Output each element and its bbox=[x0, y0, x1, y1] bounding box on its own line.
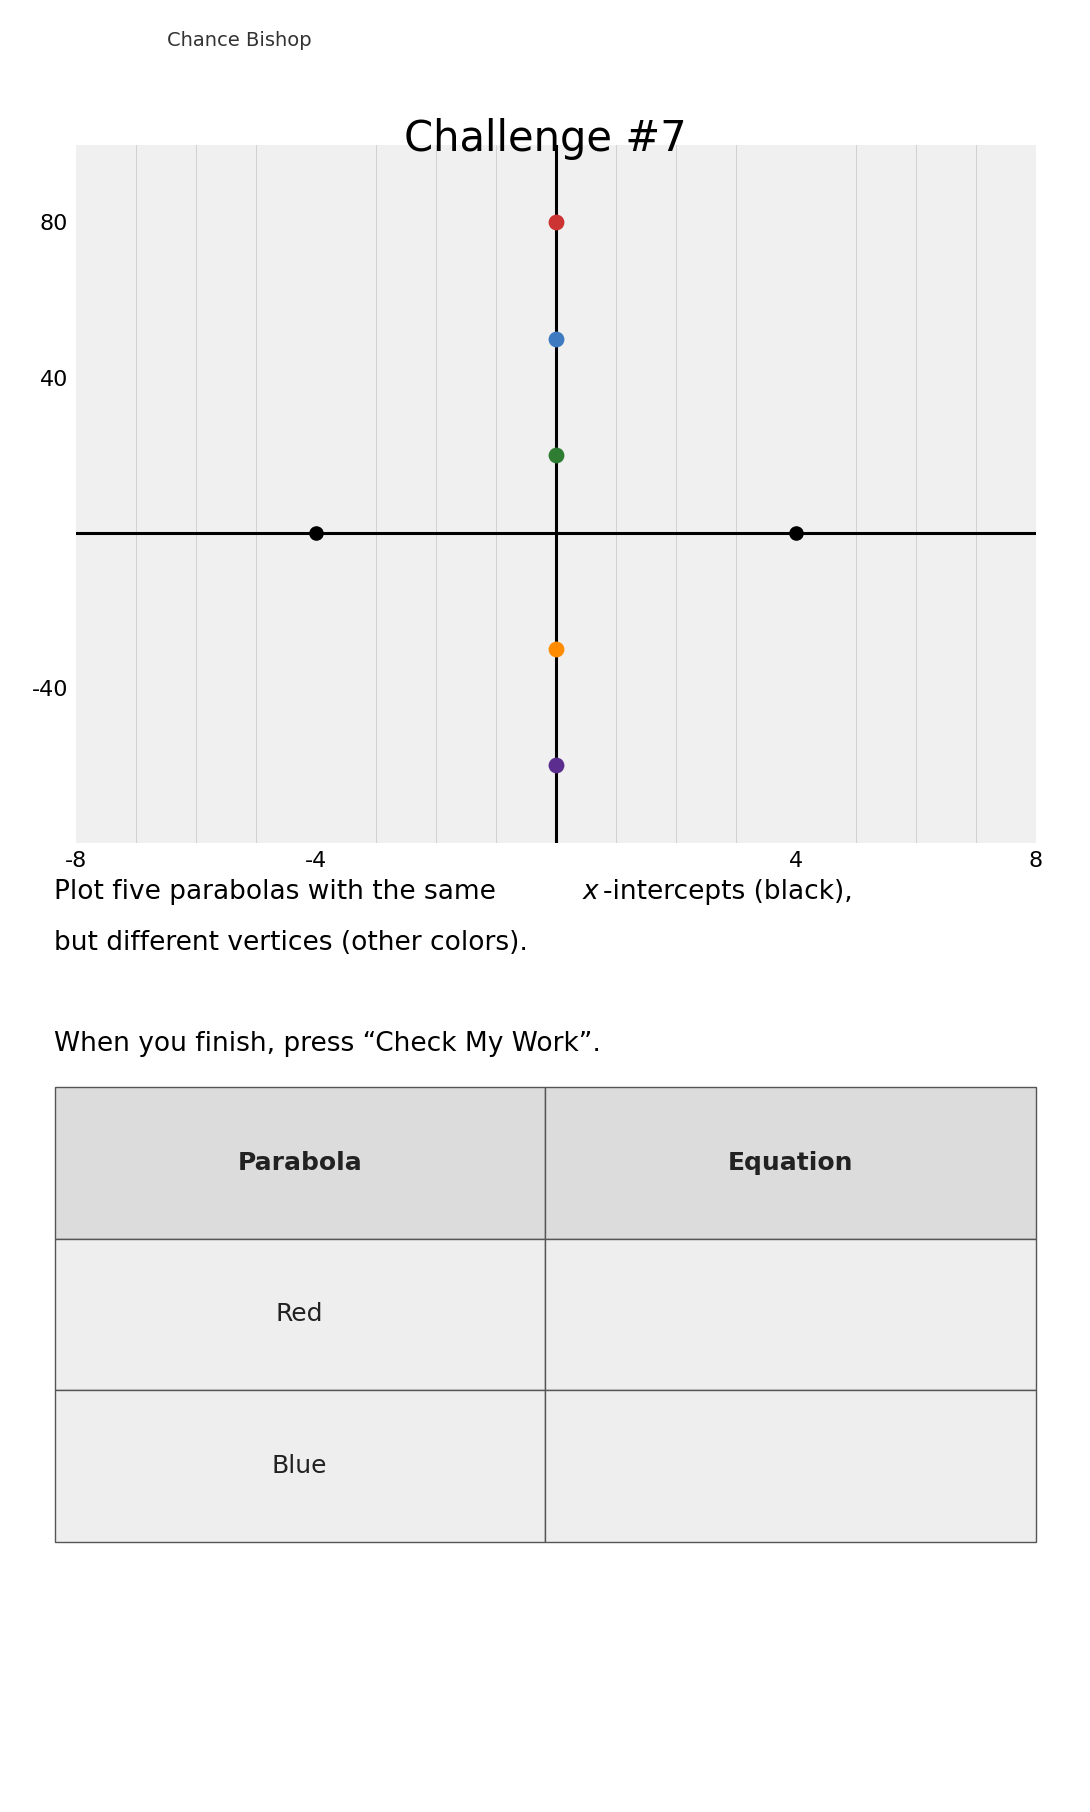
Point bbox=[547, 440, 565, 469]
Point bbox=[547, 634, 565, 663]
Text: Chance Bishop: Chance Bishop bbox=[168, 31, 312, 51]
Point bbox=[547, 750, 565, 779]
Text: Parabola: Parabola bbox=[238, 1151, 362, 1174]
Point bbox=[547, 324, 565, 353]
Point bbox=[787, 518, 804, 547]
Text: Plot five parabolas with the same: Plot five parabolas with the same bbox=[54, 879, 505, 904]
Text: When you finish, press “Check My Work”.: When you finish, press “Check My Work”. bbox=[54, 1031, 602, 1056]
Bar bbox=[54, 1087, 545, 1239]
Text: -intercepts (black),: -intercepts (black), bbox=[603, 879, 852, 904]
Text: Blue: Blue bbox=[272, 1453, 327, 1479]
Text: Red: Red bbox=[276, 1303, 324, 1326]
Text: but different vertices (other colors).: but different vertices (other colors). bbox=[54, 930, 529, 955]
Bar bbox=[545, 1087, 1036, 1239]
Bar bbox=[545, 1390, 1036, 1542]
Text: Challenge #7: Challenge #7 bbox=[403, 118, 687, 159]
Point bbox=[547, 208, 565, 237]
Point bbox=[307, 518, 325, 547]
Bar bbox=[54, 1390, 545, 1542]
Text: Equation: Equation bbox=[727, 1151, 853, 1174]
Text: x: x bbox=[583, 879, 598, 904]
Bar bbox=[54, 1239, 545, 1390]
Bar bbox=[545, 1239, 1036, 1390]
